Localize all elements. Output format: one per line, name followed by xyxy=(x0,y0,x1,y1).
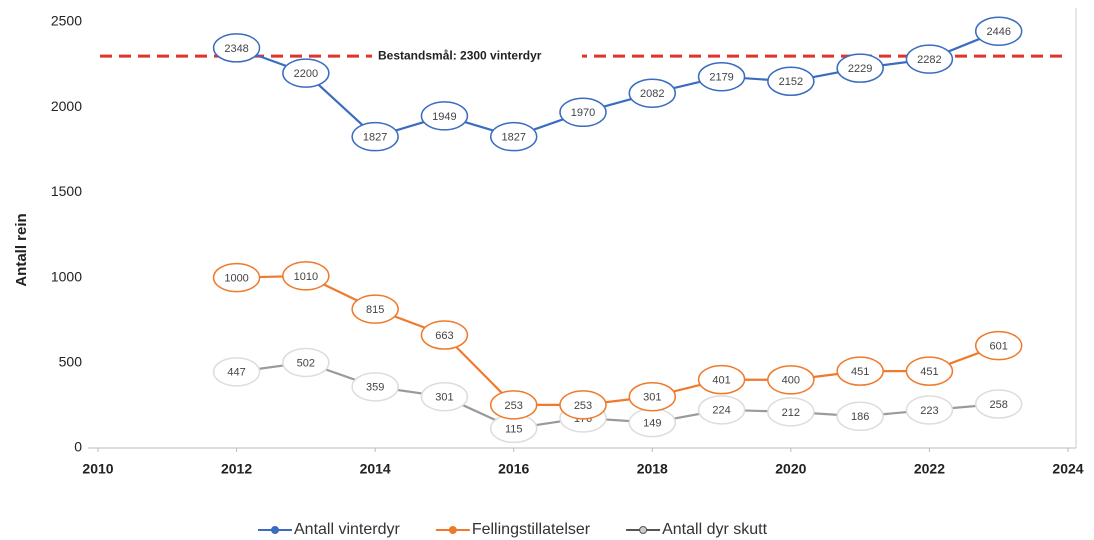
y-axis-label: Antall rein xyxy=(13,213,30,286)
x-tick-label: 2018 xyxy=(637,461,668,477)
data-label-bubble xyxy=(905,44,954,74)
data-label-bubble xyxy=(559,97,607,128)
data-label-bubble xyxy=(282,58,330,88)
x-tick-label: 2022 xyxy=(914,461,945,477)
x-tick-label: 2010 xyxy=(82,461,113,477)
data-label: 224 xyxy=(712,405,730,417)
x-tick-label: 2014 xyxy=(360,461,391,477)
data-label-bubble xyxy=(836,53,884,83)
data-label-bubble xyxy=(351,121,399,152)
data-label: 815 xyxy=(366,304,384,316)
data-label-bubble xyxy=(420,320,469,350)
data-label-bubble xyxy=(212,33,261,63)
data-label: 1949 xyxy=(432,111,456,123)
data-label: 115 xyxy=(505,423,523,435)
data-label: 301 xyxy=(643,392,661,404)
data-label: 212 xyxy=(782,407,800,419)
x-tick-label: 2012 xyxy=(221,461,252,477)
data-label-bubble xyxy=(282,347,330,378)
data-label: 1010 xyxy=(294,271,318,283)
data-label: 1827 xyxy=(363,132,387,144)
data-label-bubble xyxy=(974,16,1023,46)
legend-marker xyxy=(448,526,457,534)
data-label-bubble xyxy=(351,294,399,324)
y-tick-label: 1000 xyxy=(51,268,82,284)
series-line xyxy=(236,361,999,430)
data-label-bubble xyxy=(767,397,815,427)
data-label-bubble xyxy=(836,356,884,386)
x-tick-label: 2024 xyxy=(1052,461,1083,477)
reference-label: Bestandsmål: 2300 vinterdyr xyxy=(378,48,542,62)
data-label-bubble xyxy=(628,78,677,108)
data-label: 253 xyxy=(574,400,592,412)
legend-label: Antall dyr skutt xyxy=(662,521,767,538)
legend-marker xyxy=(271,526,279,534)
data-label: 2200 xyxy=(294,68,318,80)
data-label-bubble xyxy=(697,364,746,395)
series-line xyxy=(236,274,1000,406)
data-label-bubble xyxy=(212,357,261,387)
data-label-bubble xyxy=(420,101,469,131)
data-label: 2229 xyxy=(848,63,872,75)
data-label-bubble xyxy=(489,390,538,420)
reference-label-bg xyxy=(372,47,582,64)
data-label-bubble xyxy=(767,66,815,97)
data-label-bubble xyxy=(905,395,954,425)
data-label: 301 xyxy=(435,392,453,404)
data-label-bubble xyxy=(974,389,1023,419)
data-label: 2446 xyxy=(986,26,1010,38)
data-label-bubble xyxy=(489,121,538,152)
legend-marker xyxy=(639,526,648,534)
data-label-bubble xyxy=(836,401,884,432)
data-label: 663 xyxy=(435,330,453,342)
y-tick-label: 2000 xyxy=(51,98,82,114)
data-label: 502 xyxy=(297,357,315,369)
data-label: 1970 xyxy=(571,107,595,119)
series-line xyxy=(236,30,1000,138)
data-label-bubble xyxy=(282,261,330,291)
data-label-bubble xyxy=(905,356,954,386)
data-label: 1827 xyxy=(501,132,525,144)
data-label: 2152 xyxy=(779,76,803,88)
data-label: 400 xyxy=(782,375,800,387)
data-label: 223 xyxy=(920,405,938,417)
data-label-bubble xyxy=(420,381,469,412)
data-label-bubble xyxy=(697,395,746,425)
data-label: 451 xyxy=(851,366,869,378)
data-label-bubble xyxy=(559,390,607,420)
data-label-bubble xyxy=(351,372,399,402)
data-label: 2082 xyxy=(640,88,664,100)
y-tick-label: 0 xyxy=(74,439,82,455)
data-label: 359 xyxy=(366,382,384,394)
data-label-bubble xyxy=(974,330,1023,361)
legend-label: Antall vinterdyr xyxy=(294,521,400,538)
y-tick-label: 500 xyxy=(59,354,83,370)
data-label: 447 xyxy=(227,367,245,379)
data-label-bubble xyxy=(697,61,746,92)
data-label: 1000 xyxy=(224,273,248,285)
data-label: 601 xyxy=(990,340,1008,352)
data-label: 401 xyxy=(712,375,730,387)
data-label: 149 xyxy=(643,418,661,430)
data-label-bubble xyxy=(212,262,261,293)
x-tick-label: 2016 xyxy=(498,461,529,477)
data-label-bubble xyxy=(628,381,677,412)
data-label: 253 xyxy=(505,400,523,412)
y-tick-label: 1500 xyxy=(51,183,82,199)
legend-label: Fellingstillatelser xyxy=(472,521,591,538)
data-label: 2348 xyxy=(224,43,248,55)
data-label: 2179 xyxy=(709,72,733,84)
data-label: 258 xyxy=(990,399,1008,411)
data-label: 186 xyxy=(851,411,869,423)
data-label-bubble xyxy=(767,365,815,395)
y-tick-label: 2500 xyxy=(51,13,82,29)
x-tick-label: 2020 xyxy=(775,461,806,477)
data-label: 451 xyxy=(920,366,938,378)
data-label: 2282 xyxy=(917,54,941,66)
